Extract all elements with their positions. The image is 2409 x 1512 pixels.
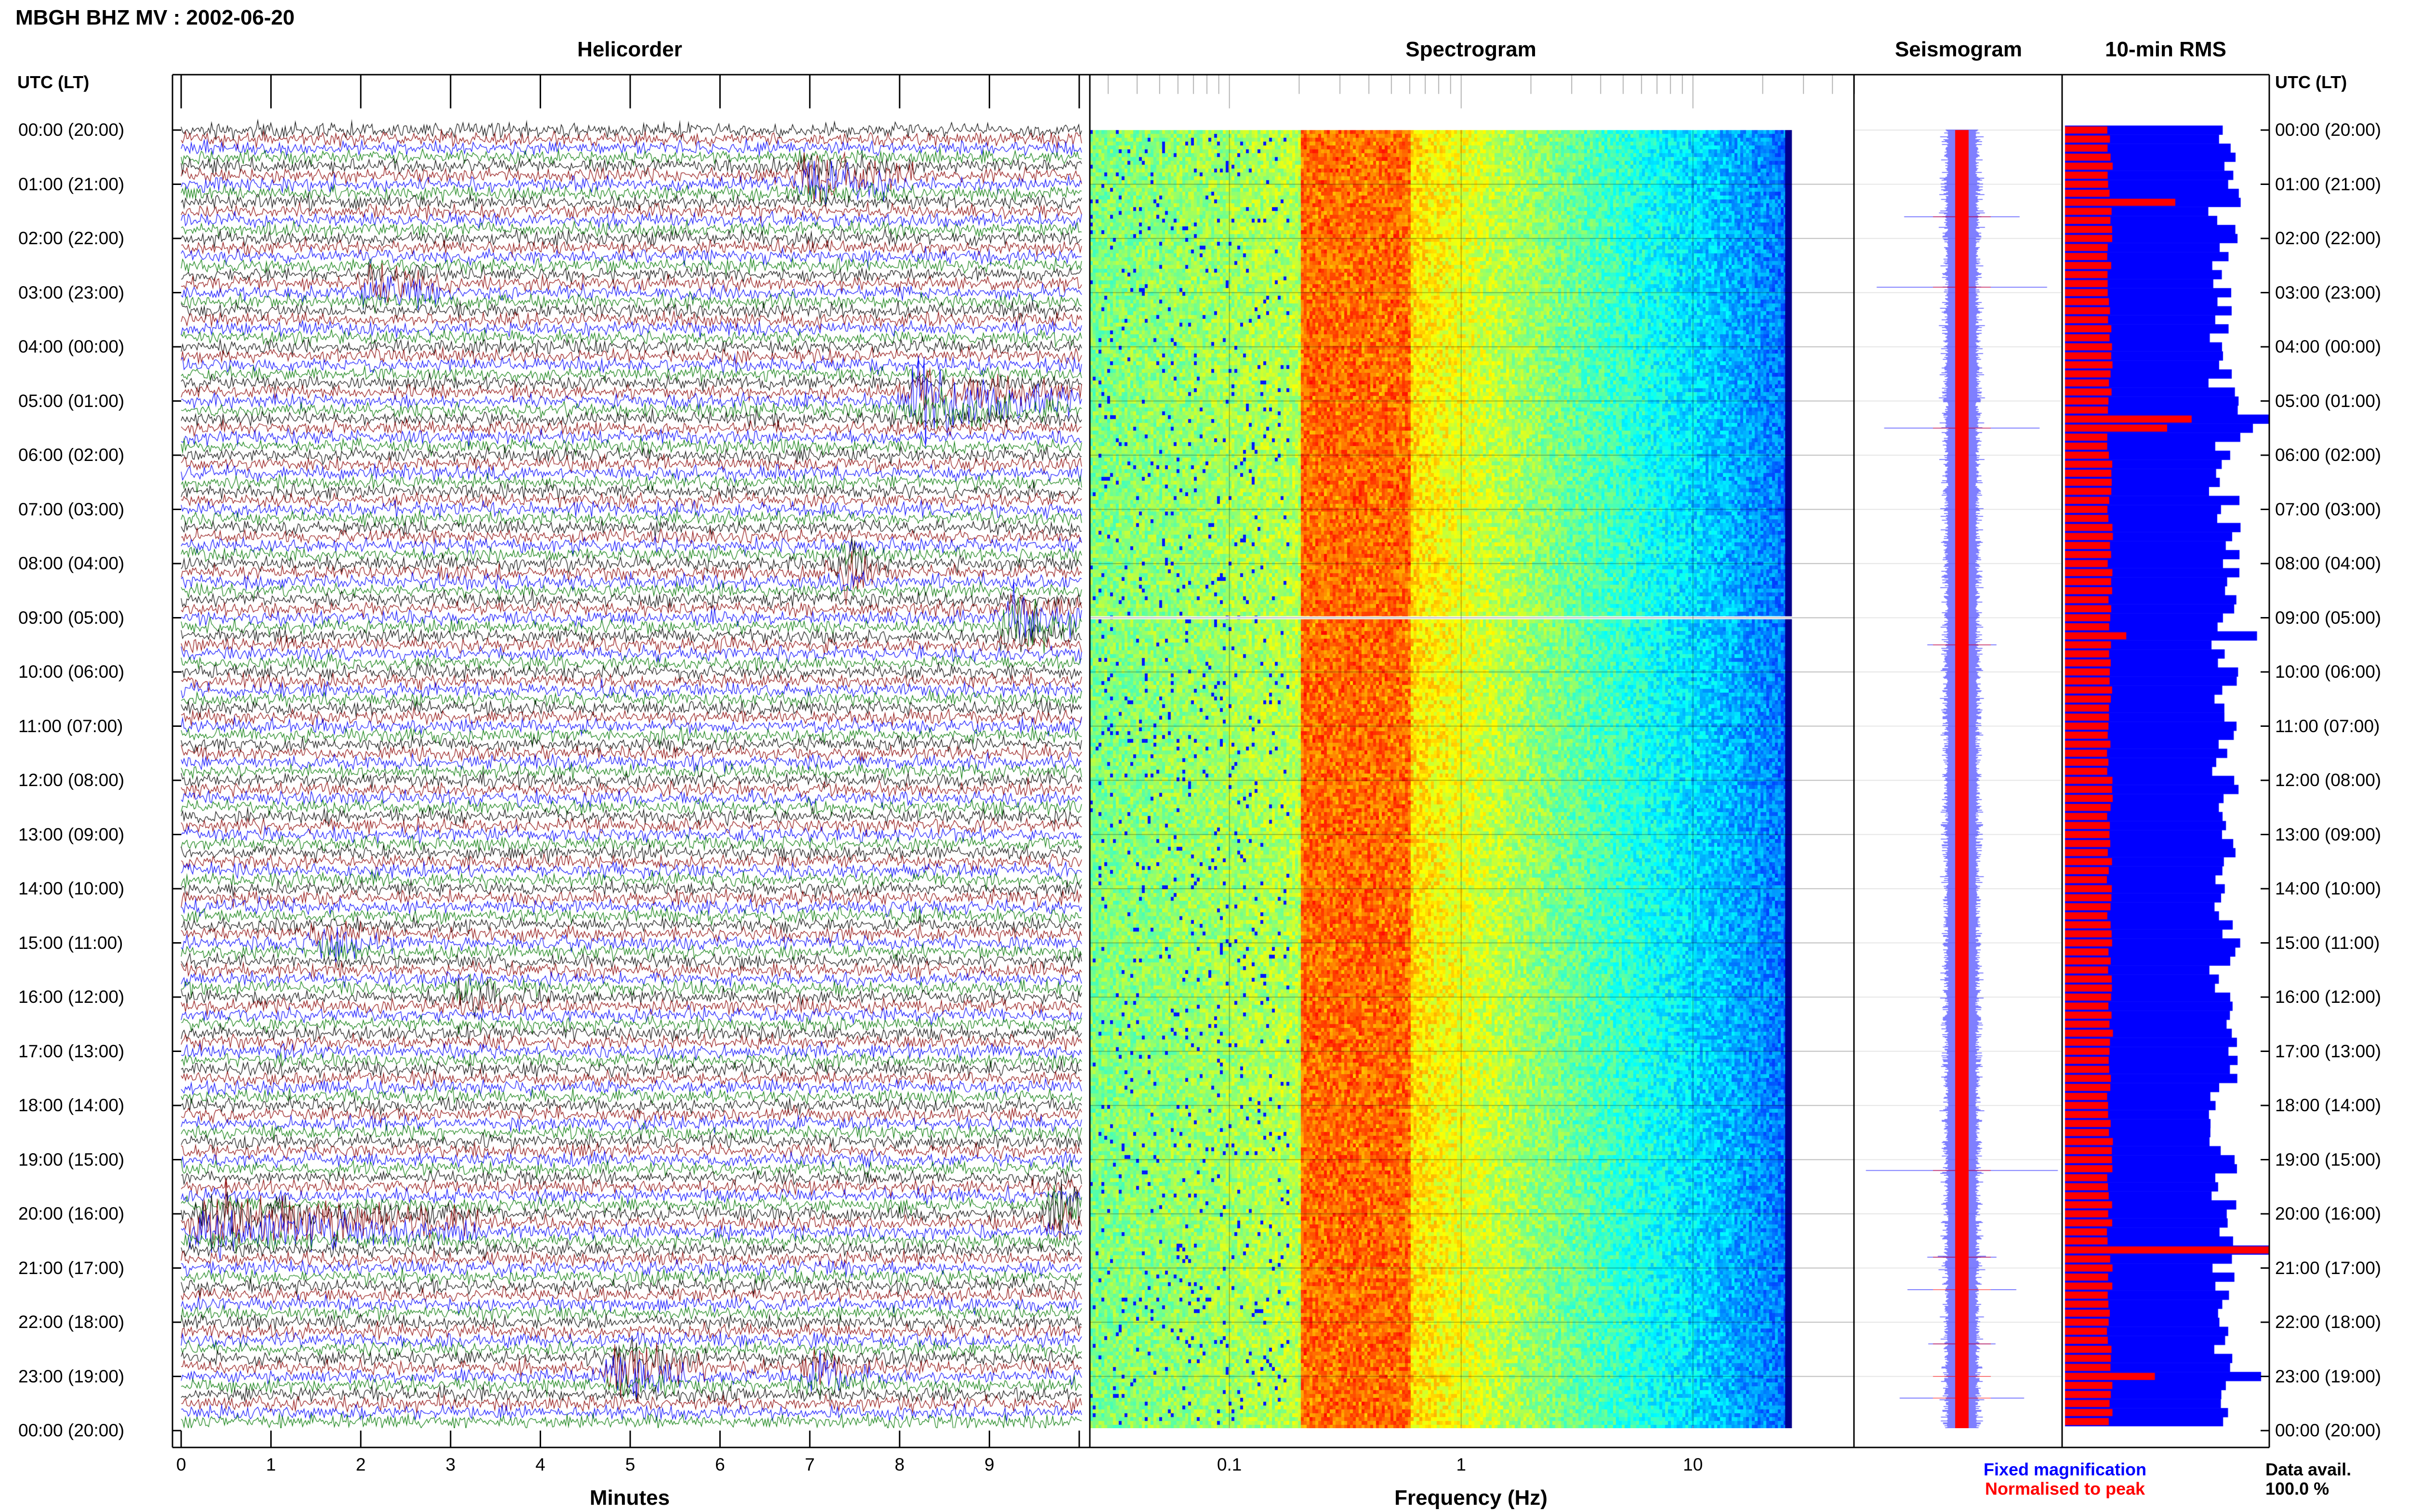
helicorder-x-tick: 8 <box>894 1455 905 1474</box>
spectrogram-x-tick: 0.1 <box>1217 1455 1242 1474</box>
spectrogram-x-tick: 10 <box>1683 1455 1703 1474</box>
right-time-label: 02:00 (22:00) <box>2275 228 2382 248</box>
left-time-label: 03:00 (23:00) <box>18 282 125 302</box>
right-time-label: 04:00 (00:00) <box>2275 337 2382 356</box>
legend-normalised-to-peak: Normalised to peak <box>1985 1479 2145 1499</box>
left-time-label: 04:00 (00:00) <box>18 337 125 356</box>
data-avail-value: 100.0 % <box>2265 1479 2330 1499</box>
left-time-label: 07:00 (03:00) <box>18 499 125 519</box>
right-time-label: 07:00 (03:00) <box>2275 499 2382 519</box>
left-time-label: 01:00 (21:00) <box>18 174 125 194</box>
left-time-label: 14:00 (10:00) <box>18 879 125 898</box>
left-time-label: 11:00 (07:00) <box>18 716 123 736</box>
legend-fixed-magnification: Fixed magnification <box>1983 1459 2147 1479</box>
right-time-label: 20:00 (16:00) <box>2275 1204 2382 1223</box>
left-time-label: 12:00 (08:00) <box>18 770 125 790</box>
helicorder-x-label: Minutes <box>589 1486 670 1510</box>
right-time-label: 14:00 (10:00) <box>2275 879 2382 898</box>
spectrogram-heatmap <box>1090 75 1855 1428</box>
right-time-label: 22:00 (18:00) <box>2275 1312 2382 1332</box>
right-time-label: 11:00 (07:00) <box>2275 716 2380 736</box>
left-time-label: 10:00 (06:00) <box>18 662 125 682</box>
rms-bars <box>2062 75 2269 1428</box>
left-time-label: 18:00 (14:00) <box>18 1095 125 1115</box>
helicorder-x-tick: 3 <box>445 1455 456 1474</box>
left-time-label: 16:00 (12:00) <box>18 987 125 1007</box>
left-time-label: 06:00 (02:00) <box>18 445 125 465</box>
right-time-label: 13:00 (09:00) <box>2275 824 2382 844</box>
right-time-label: 23:00 (19:00) <box>2275 1366 2382 1386</box>
helicorder-x-tick: 7 <box>805 1455 815 1474</box>
right-time-label: 21:00 (17:00) <box>2275 1258 2382 1278</box>
data-avail-label: Data avail. <box>2265 1459 2352 1479</box>
spectrogram-x-tick: 1 <box>1456 1455 1466 1474</box>
helicorder-title: Helicorder <box>577 38 682 61</box>
station-title: MBGH BHZ MV : 2002-06-20 <box>15 6 295 29</box>
left-time-label: 15:00 (11:00) <box>18 933 123 953</box>
left-time-label: 20:00 (16:00) <box>18 1204 125 1223</box>
right-time-label: 15:00 (11:00) <box>2275 933 2380 953</box>
left-time-label: 21:00 (17:00) <box>18 1258 125 1278</box>
right-time-label: 08:00 (04:00) <box>2275 553 2382 573</box>
right-time-label: 12:00 (08:00) <box>2275 770 2382 790</box>
right-time-label: 00:00 (20:00) <box>2275 1420 2382 1440</box>
right-time-label: 06:00 (02:00) <box>2275 445 2382 465</box>
left-time-label: 19:00 (15:00) <box>18 1149 125 1170</box>
seismogram-title: Seismogram <box>1894 38 2023 61</box>
right-time-label: 10:00 (06:00) <box>2275 662 2382 682</box>
utc-heading-right: UTC (LT) <box>2275 72 2347 92</box>
helicorder-x-tick: 0 <box>176 1455 186 1474</box>
left-time-label: 02:00 (22:00) <box>18 228 125 248</box>
right-time-label: 16:00 (12:00) <box>2275 987 2382 1007</box>
left-time-label: 17:00 (13:00) <box>18 1041 125 1061</box>
helicorder-x-tick: 6 <box>715 1455 725 1474</box>
helicorder-x-tick: 9 <box>984 1455 994 1474</box>
helicorder-traces <box>172 75 1093 1428</box>
right-time-label: 05:00 (01:00) <box>2275 391 2382 411</box>
left-time-label: 00:00 (20:00) <box>18 120 125 140</box>
right-time-label: 03:00 (23:00) <box>2275 282 2382 302</box>
seismogram-trace <box>1854 75 2062 1428</box>
right-time-label: 19:00 (15:00) <box>2275 1149 2382 1170</box>
utc-heading-left: UTC (LT) <box>17 72 90 92</box>
left-time-label: 22:00 (18:00) <box>18 1312 125 1332</box>
rms-title: 10-min RMS <box>2105 38 2226 61</box>
right-time-label: 18:00 (14:00) <box>2275 1095 2382 1115</box>
left-time-label: 09:00 (05:00) <box>18 607 125 628</box>
helicorder-x-tick: 5 <box>625 1455 635 1474</box>
left-time-label: 00:00 (20:00) <box>18 1420 125 1440</box>
left-time-label: 23:00 (19:00) <box>18 1366 125 1386</box>
right-time-label: 09:00 (05:00) <box>2275 607 2382 628</box>
helicorder-x-tick: 4 <box>535 1455 545 1474</box>
left-time-label: 08:00 (04:00) <box>18 553 125 573</box>
right-time-label: 00:00 (20:00) <box>2275 120 2382 140</box>
spectrogram-x-label: Frequency (Hz) <box>1394 1486 1548 1510</box>
right-time-label: 17:00 (13:00) <box>2275 1041 2382 1061</box>
left-time-label: 05:00 (01:00) <box>18 391 125 411</box>
helicorder-x-tick: 2 <box>356 1455 366 1474</box>
helicorder-x-tick: 1 <box>266 1455 276 1474</box>
spectrogram-title: Spectrogram <box>1405 38 1536 61</box>
left-time-label: 13:00 (09:00) <box>18 824 125 844</box>
right-time-label: 01:00 (21:00) <box>2275 174 2382 194</box>
